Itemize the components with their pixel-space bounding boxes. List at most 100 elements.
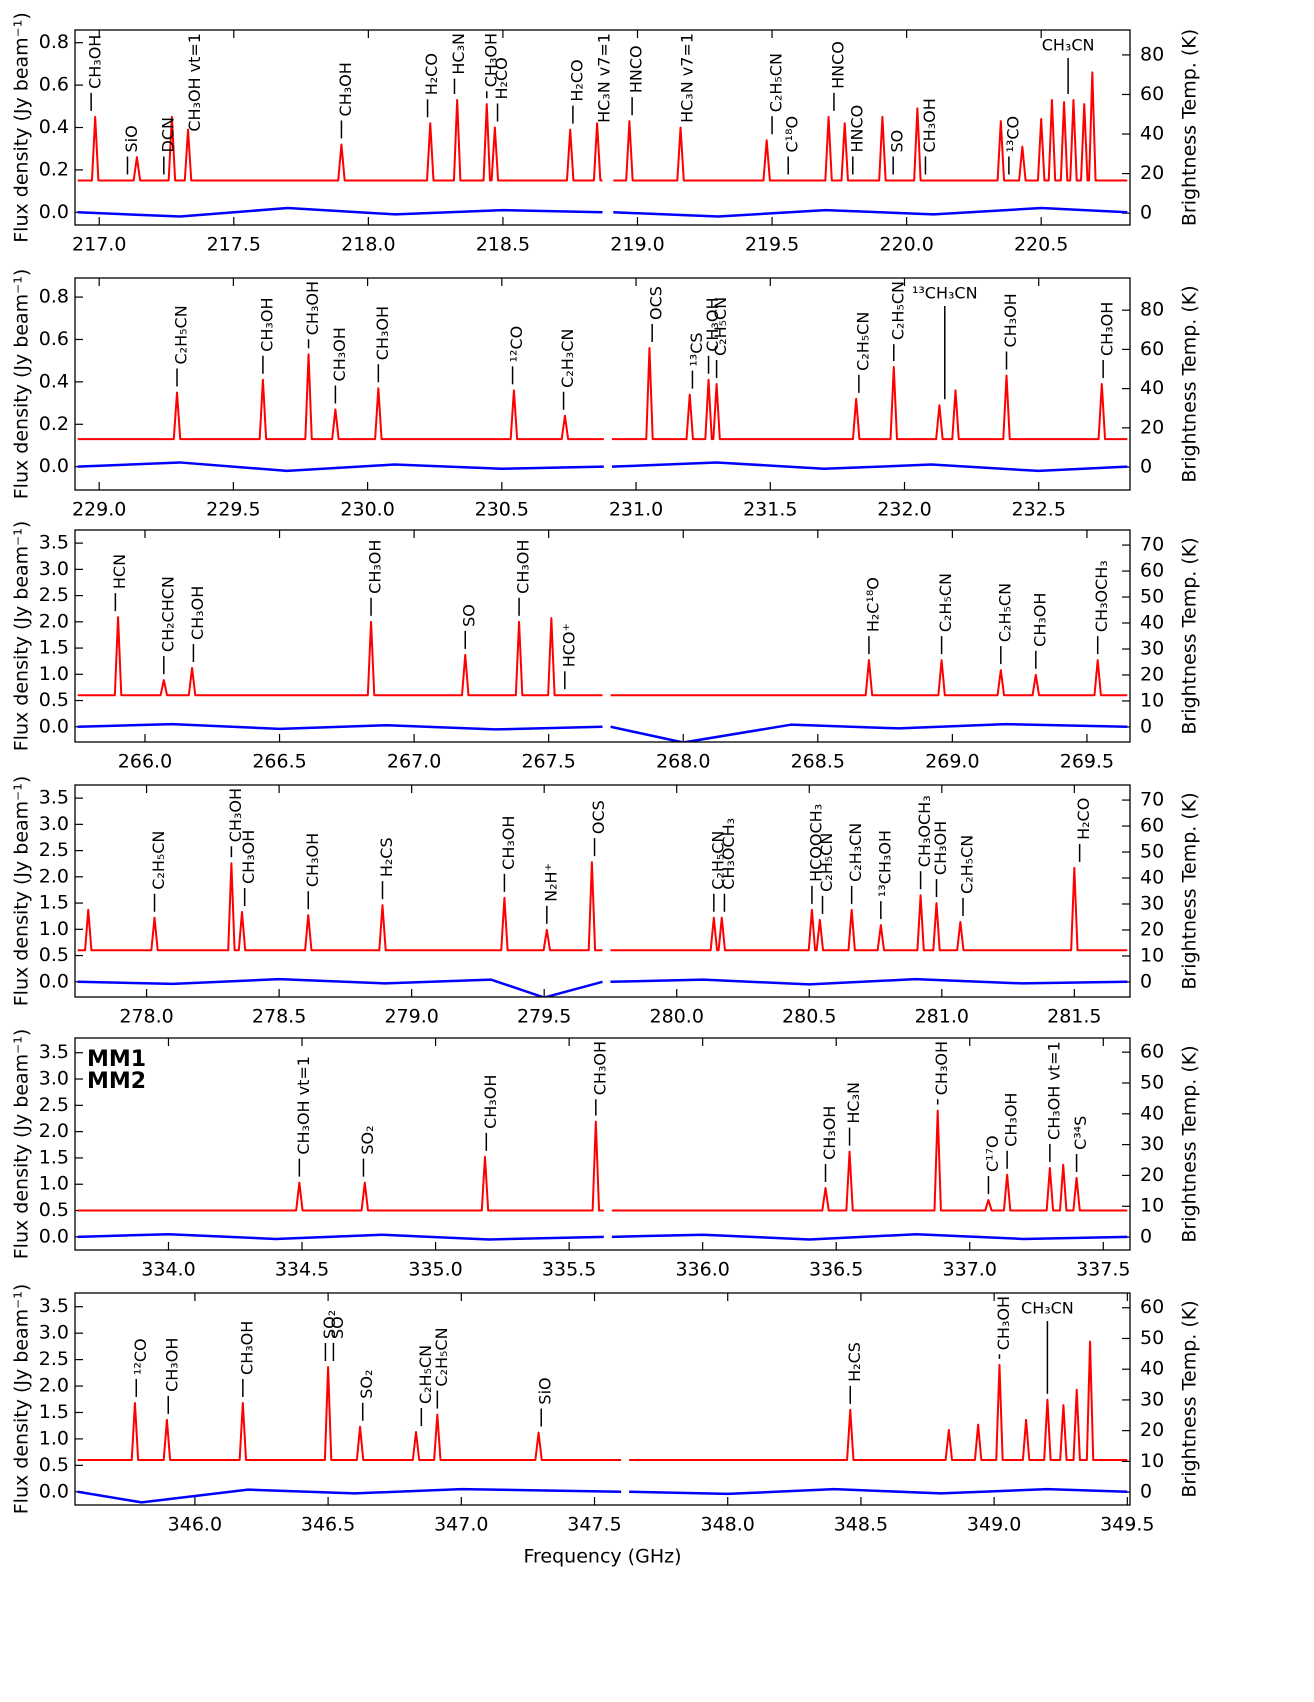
line-label: H₂C¹⁸O — [863, 577, 882, 632]
x-tick-label: 279.5 — [517, 1006, 571, 1028]
y2-tick-label: 60 — [1140, 1041, 1164, 1063]
y-tick-label: 1.5 — [39, 892, 69, 914]
y2-axis-label: Brightness Temp. (K) — [1179, 29, 1201, 226]
y2-tick-label: 10 — [1140, 1450, 1164, 1472]
y2-tick-label: 10 — [1140, 944, 1164, 966]
y-tick-label: 0.0 — [39, 1480, 69, 1502]
x-tick-label: 334.5 — [275, 1259, 329, 1281]
y-tick-label: 2.0 — [39, 610, 69, 632]
y2-tick-label: 60 — [1140, 1296, 1164, 1318]
panel: 346.0 346.5 347.0 347.5 348.0 348.5 349.0 349.5… — [11, 1284, 1201, 1568]
y2-axis-label: Brightness Temp. (K) — [1179, 1300, 1201, 1497]
y2-tick-label: 40 — [1140, 377, 1164, 399]
y2-tick-label: 80 — [1140, 43, 1164, 65]
y-tick-label: 1.0 — [39, 663, 69, 685]
line-label: SO — [460, 604, 479, 627]
line-label: SO₂ — [358, 1125, 377, 1154]
line-label: HC₃N — [449, 33, 468, 75]
line-label: C₂H₅CN — [888, 281, 907, 340]
x-tick-label: 336.5 — [809, 1259, 863, 1281]
x-tick-label: 217.5 — [207, 234, 261, 256]
y-tick-label: 3.5 — [39, 1295, 69, 1317]
line-label: CH₃OH — [931, 821, 950, 875]
x-tick-label: 220.5 — [1014, 234, 1068, 256]
x-tick-label: 232.0 — [877, 499, 931, 521]
x-tick-label: 219.0 — [610, 234, 664, 256]
x-tick-label: 219.5 — [745, 234, 799, 256]
line-label: ¹²CO — [507, 326, 526, 363]
line-label: CH₃OH — [1002, 1093, 1021, 1147]
spectrum-line — [77, 722, 1128, 742]
y-tick-label: 3.0 — [39, 1322, 69, 1344]
x-tick-label: 280.0 — [650, 1006, 704, 1028]
line-label: HCN — [110, 554, 129, 589]
y-axis-label: Flux density (Jy beam⁻¹) — [11, 269, 33, 500]
x-tick-label: 229.5 — [206, 499, 260, 521]
line-label: ¹³CO — [1003, 116, 1022, 153]
frame — [74, 1037, 1131, 1251]
line-label: C₂H₅CN — [432, 1327, 451, 1386]
line-label: OCS — [589, 800, 608, 834]
spectrum-line — [77, 1232, 1128, 1241]
x-tick-label: 278.0 — [119, 1006, 173, 1028]
line-label: CH₃OH — [481, 1075, 500, 1129]
line-label: CH₃OH — [1030, 593, 1049, 647]
line-label: SO₂ — [320, 1310, 339, 1339]
line-label: C₂H₅CN — [853, 312, 872, 371]
line-label: ¹³CS — [687, 332, 706, 366]
line-label: CH₃CN — [1042, 36, 1095, 55]
line-label: CH₃OH — [330, 327, 349, 381]
y2-tick-label: 10 — [1140, 689, 1164, 711]
y2-tick-label: 50 — [1140, 586, 1164, 608]
y-tick-label: 3.5 — [39, 1041, 69, 1063]
y2-tick-label: 10 — [1140, 1195, 1164, 1217]
y-tick-label: 1.0 — [39, 918, 69, 940]
x-tick-label: 278.5 — [252, 1006, 306, 1028]
spectrum-line — [77, 977, 1128, 997]
line-label: SiO — [536, 1377, 555, 1404]
y2-tick-label: 0 — [1140, 970, 1152, 992]
y2-tick-label: 70 — [1140, 789, 1164, 811]
frame — [74, 784, 1131, 998]
line-label: C¹⁸O — [783, 116, 802, 153]
line-label: CH₃OH — [920, 98, 939, 152]
x-tick-label: 266.0 — [118, 751, 172, 773]
line-label: CH₃OCH₃ — [719, 818, 738, 890]
line-label: CH₃OH — [336, 62, 355, 116]
y2-tick-label: 40 — [1140, 1102, 1164, 1124]
x-tick-label: 335.0 — [408, 1259, 462, 1281]
x-tick-label: 229.0 — [72, 499, 126, 521]
x-tick-label: 281.5 — [1047, 1006, 1101, 1028]
y2-tick-label: 0 — [1140, 1481, 1152, 1503]
spectrum-line — [77, 346, 1128, 441]
y2-tick-label: 50 — [1140, 841, 1164, 863]
y2-axis-label: Brightness Temp. (K) — [1179, 792, 1201, 989]
line-label: CH₃OCH₃ — [1092, 560, 1111, 632]
x-tick-label: 269.5 — [1060, 751, 1114, 773]
panel: 266.0 266.5 267.0 267.5 268.0 268.5 269.0 269.5… — [11, 521, 1201, 773]
line-label: CH₃OH — [373, 306, 392, 360]
y2-tick-label: 40 — [1140, 1358, 1164, 1380]
line-label: HCO⁺ — [559, 623, 578, 667]
line-label: C₂H₃CN — [558, 329, 577, 388]
y2-tick-label: 60 — [1140, 560, 1164, 582]
line-label: CH₃OH — [514, 540, 533, 594]
line-label: CH₃OH — [237, 1321, 256, 1375]
line-label: H₂CO — [567, 59, 586, 101]
x-tick-label: 335.5 — [542, 1259, 596, 1281]
x-tick-label: 217.0 — [72, 234, 126, 256]
line-label: ¹³CH₃OH — [875, 830, 894, 897]
y2-axis-label: Brightness Temp. (K) — [1179, 1045, 1201, 1242]
line-label: HNCO — [847, 105, 866, 153]
line-label: OCS — [647, 286, 666, 320]
line-label: CH₃OH — [703, 298, 722, 352]
y-tick-label: 0.0 — [39, 455, 69, 477]
x-tick-label: 281.0 — [915, 1006, 969, 1028]
y2-tick-label: 30 — [1140, 1133, 1164, 1155]
y-tick-label: 1.5 — [39, 637, 69, 659]
y-tick-label: 0.5 — [39, 1454, 69, 1476]
panel: 278.0 278.5 279.0 279.5 280.0 280.5 281.0 281.5… — [11, 776, 1201, 1028]
x-tick-label: 218.5 — [476, 234, 530, 256]
y-tick-label: 0.8 — [39, 31, 69, 53]
y2-tick-label: 30 — [1140, 637, 1164, 659]
